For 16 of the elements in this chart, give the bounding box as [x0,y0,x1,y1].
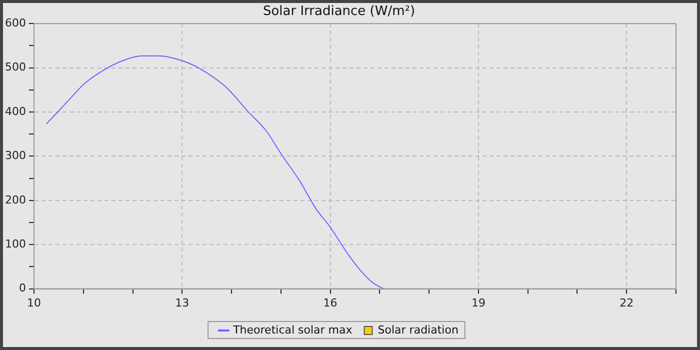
x-tick-label: 22 [620,296,634,310]
x-tick-label: 13 [175,296,190,310]
y-tick-label: 300 [4,149,26,162]
y-tick-label: 600 [4,16,26,30]
x-tick-label: 19 [471,296,486,310]
y-tick-label: 200 [4,193,26,206]
chart-title: Solar Irradiance (W/m²) [262,4,416,20]
line-series [46,55,384,289]
x-tick-label: 16 [323,296,338,310]
legend-label: Solar radiation [378,323,458,336]
y-tick-label: 500 [4,60,26,74]
y-tick-label: 400 [4,104,26,118]
y-tick-label: 0 [18,282,26,295]
legend-label: Theoretical solar max [232,323,353,336]
y-tick-label: 100 [4,237,26,250]
x-tick-label: 10 [26,296,41,310]
